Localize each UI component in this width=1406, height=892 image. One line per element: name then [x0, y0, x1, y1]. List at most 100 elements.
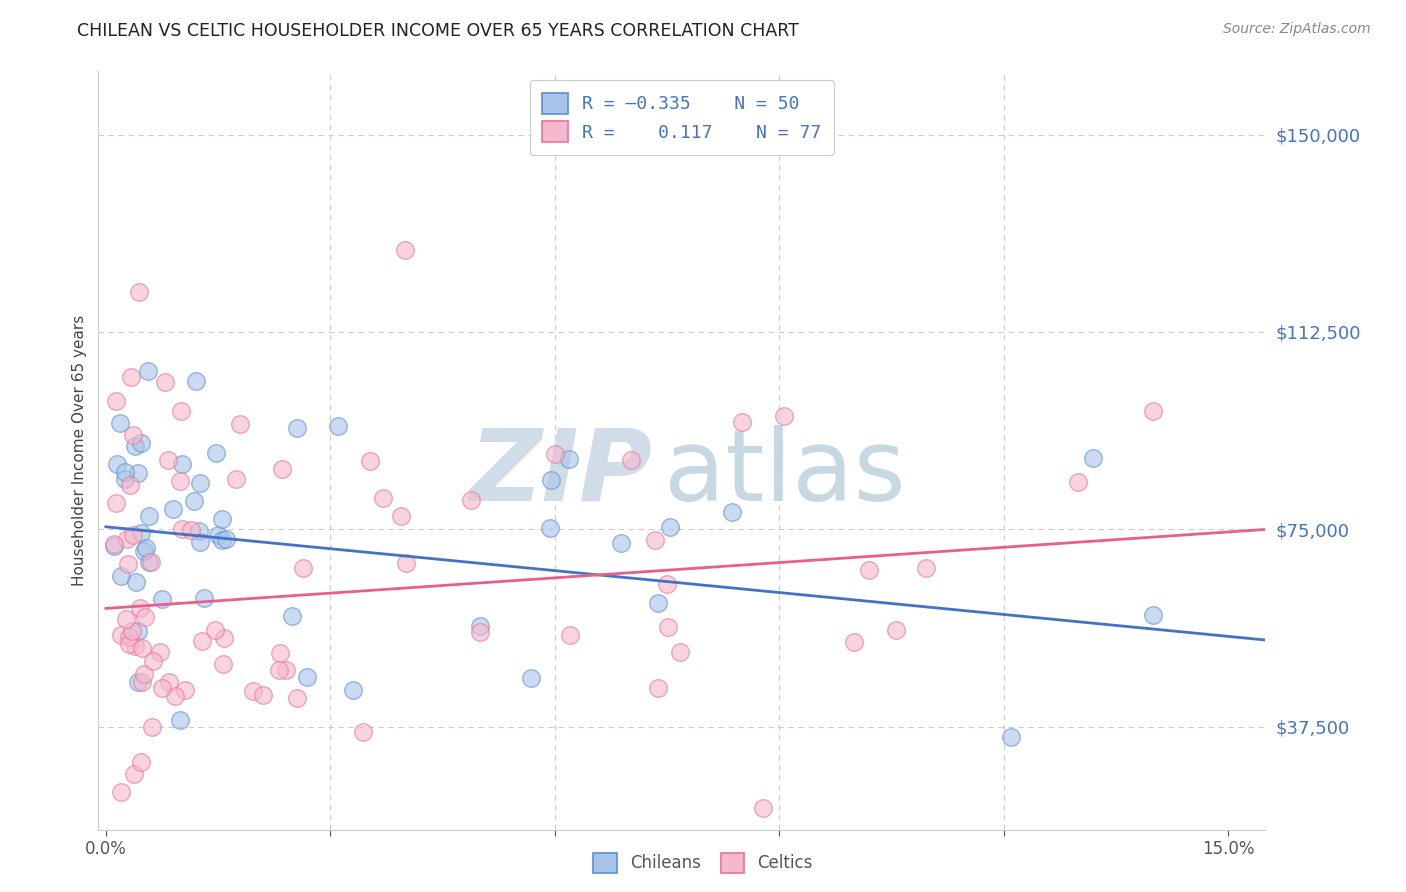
- Point: [721, 505, 744, 519]
- Point: [371, 491, 394, 506]
- Point: [188, 476, 211, 491]
- Point: [105, 393, 128, 408]
- Legend: Chileans, Celtics: Chileans, Celtics: [586, 847, 820, 880]
- Legend: R = –0.335    N = 50, R =    0.117    N = 77: R = –0.335 N = 50, R = 0.117 N = 77: [530, 80, 834, 154]
- Point: [131, 526, 153, 541]
- Point: [118, 630, 141, 644]
- Point: [191, 634, 214, 648]
- Point: [127, 466, 149, 480]
- Point: [394, 244, 416, 258]
- Point: [110, 568, 132, 582]
- Point: [276, 663, 298, 677]
- Point: [110, 785, 132, 799]
- Point: [544, 447, 567, 461]
- Point: [773, 409, 796, 424]
- Point: [352, 725, 374, 739]
- Point: [326, 419, 349, 434]
- Point: [129, 756, 152, 770]
- Point: [285, 690, 308, 705]
- Point: [468, 625, 491, 640]
- Point: [188, 524, 211, 538]
- Point: [122, 767, 145, 781]
- Point: [180, 523, 202, 537]
- Y-axis label: Householder Income Over 65 years: Householder Income Over 65 years: [72, 315, 87, 586]
- Point: [170, 522, 193, 536]
- Point: [128, 285, 150, 299]
- Point: [115, 532, 138, 546]
- Point: [644, 533, 666, 547]
- Point: [842, 635, 865, 649]
- Point: [157, 674, 180, 689]
- Point: [460, 492, 482, 507]
- Point: [1142, 403, 1164, 417]
- Point: [121, 624, 143, 639]
- Point: [150, 681, 173, 696]
- Point: [242, 684, 264, 698]
- Point: [647, 596, 669, 610]
- Point: [1083, 451, 1105, 466]
- Point: [752, 801, 775, 815]
- Point: [103, 537, 125, 551]
- Text: Source: ZipAtlas.com: Source: ZipAtlas.com: [1223, 22, 1371, 37]
- Text: atlas: atlas: [665, 425, 905, 522]
- Point: [267, 663, 290, 677]
- Point: [122, 527, 145, 541]
- Point: [270, 462, 292, 476]
- Point: [120, 370, 142, 384]
- Point: [135, 541, 157, 555]
- Point: [138, 555, 160, 569]
- Point: [131, 674, 153, 689]
- Point: [186, 374, 208, 388]
- Point: [252, 688, 274, 702]
- Point: [468, 619, 491, 633]
- Point: [280, 608, 302, 623]
- Point: [134, 610, 156, 624]
- Point: [655, 576, 678, 591]
- Point: [610, 536, 633, 550]
- Point: [132, 666, 155, 681]
- Point: [170, 404, 193, 418]
- Point: [558, 627, 581, 641]
- Point: [142, 654, 165, 668]
- Point: [169, 713, 191, 727]
- Point: [229, 417, 252, 431]
- Point: [620, 453, 643, 467]
- Point: [342, 683, 364, 698]
- Point: [169, 474, 191, 488]
- Point: [188, 534, 211, 549]
- Point: [172, 457, 194, 471]
- Point: [211, 533, 233, 548]
- Point: [211, 512, 233, 526]
- Point: [204, 623, 226, 637]
- Point: [141, 720, 163, 734]
- Point: [204, 446, 226, 460]
- Point: [156, 453, 179, 467]
- Point: [285, 421, 308, 435]
- Point: [136, 364, 159, 378]
- Point: [540, 473, 562, 487]
- Point: [359, 453, 381, 467]
- Point: [120, 477, 142, 491]
- Point: [1067, 475, 1090, 489]
- Point: [269, 646, 291, 660]
- Point: [538, 521, 561, 535]
- Point: [121, 428, 143, 442]
- Point: [105, 457, 128, 471]
- Point: [118, 637, 141, 651]
- Point: [117, 558, 139, 572]
- Point: [110, 627, 132, 641]
- Point: [297, 670, 319, 684]
- Point: [658, 520, 681, 534]
- Point: [149, 645, 172, 659]
- Point: [162, 502, 184, 516]
- Point: [193, 591, 215, 605]
- Point: [915, 561, 938, 575]
- Point: [104, 496, 127, 510]
- Point: [215, 532, 238, 546]
- Point: [150, 591, 173, 606]
- Point: [647, 681, 669, 695]
- Point: [731, 415, 754, 429]
- Point: [1000, 731, 1022, 745]
- Text: ZIP: ZIP: [470, 425, 652, 522]
- Point: [669, 645, 692, 659]
